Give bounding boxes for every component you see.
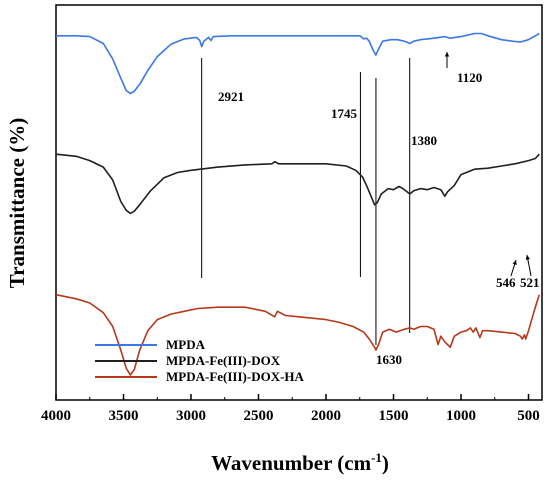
x-tick-label-3500: 3500 [109, 408, 139, 424]
x-tick-label-500: 500 [517, 408, 540, 424]
x-tick-label-2000: 2000 [311, 408, 341, 424]
x-ticks: 4000 3500 3000 2500 2000 1500 1000 500 [41, 394, 540, 424]
annotation-1630: 1630 [376, 352, 402, 367]
y-axis-title: Transmittance (%) [5, 118, 29, 289]
legend-label-2: MPDA-Fe(III)-DOX-HA [166, 369, 305, 384]
series-line-0 [56, 32, 540, 95]
annotations: 2921 1745 1380 1120 1630 546 521 [218, 52, 540, 367]
arrow-1120-head [444, 52, 450, 57]
plot-frame [55, 4, 543, 401]
x-tick-label-3000: 3000 [176, 408, 206, 424]
x-axis-title: Wavenumber (cm-1) [211, 450, 389, 475]
annotation-1120: 1120 [457, 70, 482, 85]
series-group [55, 32, 541, 376]
x-tick-label-4000: 4000 [41, 408, 71, 424]
legend-label-0: MPDA [166, 337, 206, 352]
x-tick-label-1500: 1500 [379, 408, 409, 424]
series-line-1 [55, 153, 540, 215]
series-line-2 [55, 293, 541, 376]
arrow-521-head [525, 255, 530, 260]
annotation-546: 546 [496, 275, 516, 290]
legend-label-1: MPDA-Fe(III)-DOX [166, 353, 281, 368]
annotation-1380: 1380 [411, 133, 437, 148]
x-tick-label-1000: 1000 [446, 408, 476, 424]
annotation-521: 521 [520, 275, 540, 290]
annotation-1745: 1745 [331, 106, 358, 121]
annotation-2921: 2921 [218, 89, 244, 104]
x-tick-label-2500: 2500 [244, 408, 274, 424]
arrow-546-head [512, 260, 517, 265]
